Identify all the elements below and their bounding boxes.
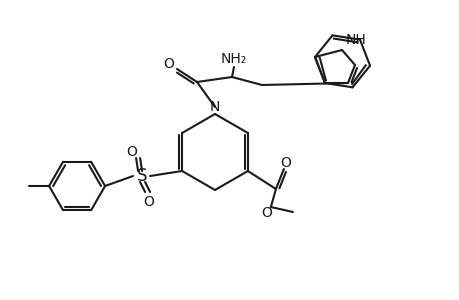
Text: S: S [136, 167, 147, 185]
Text: O: O [261, 206, 272, 220]
Text: O: O [280, 156, 291, 170]
Text: O: O [126, 145, 137, 159]
Text: NH₂: NH₂ [220, 52, 246, 66]
Text: NH: NH [345, 33, 365, 47]
Text: O: O [163, 57, 174, 71]
Text: O: O [143, 195, 154, 209]
Text: N: N [209, 100, 220, 114]
